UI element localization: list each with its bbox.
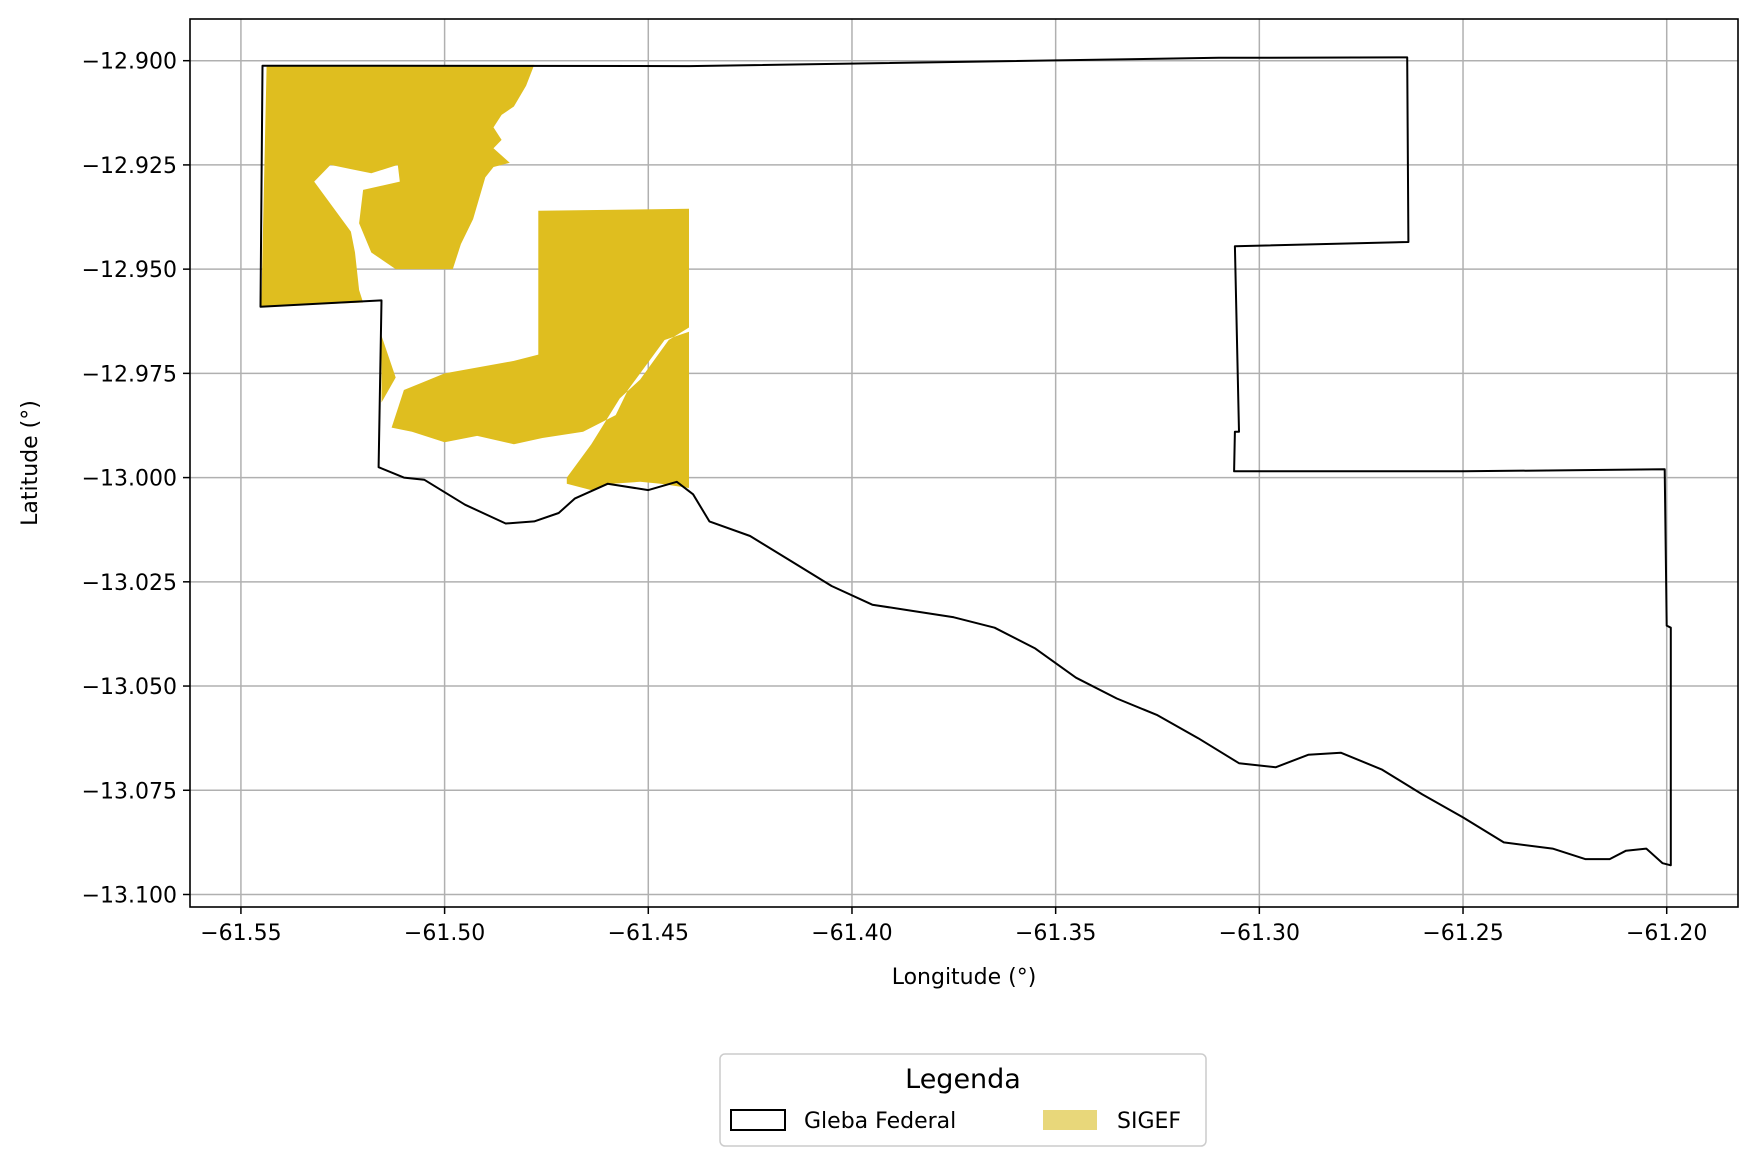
sigef-parcel xyxy=(391,208,689,491)
gleba-federal-layer xyxy=(259,56,1672,867)
sigef-parcel xyxy=(381,335,396,403)
y-tick-label: −13.100 xyxy=(82,883,177,908)
y-axis-ticks: −12.900 −12.925 −12.950 −12.975 −13.000 −13.0… xyxy=(82,50,190,908)
grid-lines xyxy=(190,19,1738,907)
x-tick-label: −61.25 xyxy=(1422,921,1503,946)
x-tick-label: −61.20 xyxy=(1626,921,1707,946)
x-tick-label: −61.55 xyxy=(200,921,281,946)
x-axis-ticks: −61.55 −61.50 −61.45 −61.40 −61.35 −61.30 −61.… xyxy=(200,907,1707,946)
x-tick-label: −61.35 xyxy=(1015,921,1096,946)
y-tick-label: −12.900 xyxy=(82,50,177,75)
sigef-layer xyxy=(261,64,689,491)
legend: Legenda Gleba Federal SIGEF xyxy=(719,1053,1207,1147)
x-tick-label: −61.30 xyxy=(1219,921,1300,946)
plot-frame xyxy=(189,18,1739,908)
y-tick-label: −13.075 xyxy=(82,779,177,804)
y-tick-label: −12.975 xyxy=(82,362,177,387)
legend-swatch-gleba-federal xyxy=(730,1109,786,1131)
y-tick-label: −13.025 xyxy=(82,571,177,596)
legend-label-gleba-federal: Gleba Federal xyxy=(804,1109,956,1134)
x-tick-label: −61.45 xyxy=(608,921,689,946)
sigef-parcel xyxy=(261,64,535,307)
y-axis-label: Latitude (°) xyxy=(18,400,43,526)
legend-title: Legenda xyxy=(905,1064,1021,1095)
legend-swatch-sigef xyxy=(1043,1110,1097,1130)
y-tick-label: −12.950 xyxy=(82,258,177,283)
y-tick-label: −13.000 xyxy=(82,467,177,492)
legend-label-sigef: SIGEF xyxy=(1117,1109,1181,1134)
x-tick-label: −61.50 xyxy=(404,921,485,946)
y-tick-label: −12.925 xyxy=(82,154,177,179)
x-tick-label: −61.40 xyxy=(811,921,892,946)
x-axis-label: Longitude (°) xyxy=(892,965,1037,990)
gleba-federal-boundary xyxy=(259,56,1672,867)
y-tick-label: −13.050 xyxy=(82,675,177,700)
